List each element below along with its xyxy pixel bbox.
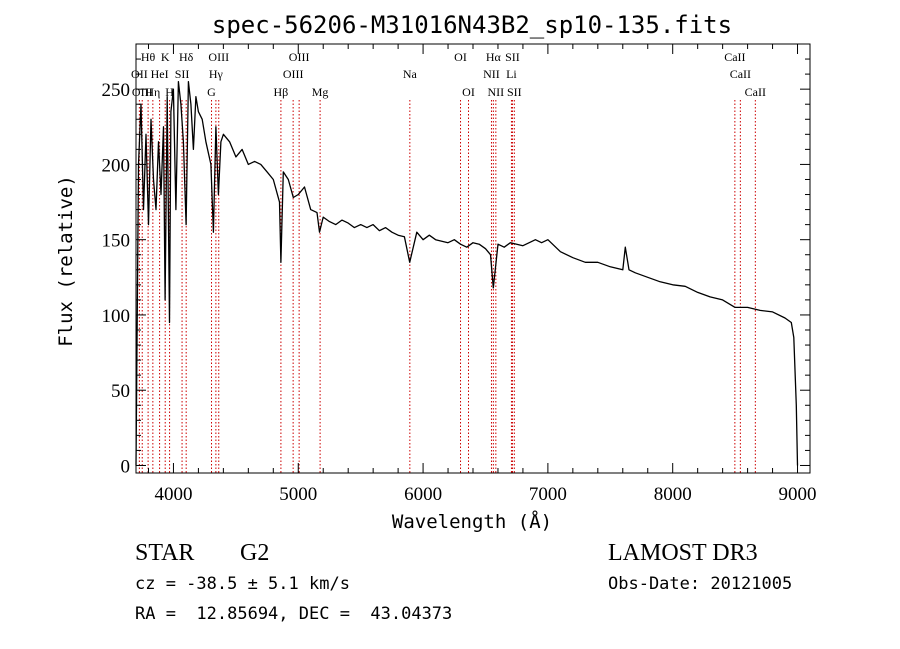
line-marker-group: [138, 100, 756, 473]
x-tick-label: 5000: [279, 484, 317, 505]
spectral-line-label: K: [161, 50, 170, 64]
x-axis-label: Wavelength (Å): [392, 510, 552, 533]
spectral-line-label: OIII: [283, 67, 304, 81]
spectral-line-label: OI: [454, 50, 467, 64]
spectral-line-label: NII: [488, 85, 505, 99]
spectral-line-label: OI: [462, 85, 475, 99]
coordinates: RA = 12.85694, DEC = 43.04373: [135, 604, 452, 624]
y-tick-label: 200: [102, 155, 131, 176]
chart-title: spec-56206-M31016N43B2_sp10-135.fits: [212, 11, 732, 39]
y-tick-label: 0: [121, 456, 131, 477]
spectral-line-label: Hθ: [141, 50, 156, 64]
spectral-line-label: CaII: [724, 50, 745, 64]
spectral-line-label: HeI: [151, 67, 169, 81]
spectral-line-label: G: [207, 85, 216, 99]
y-tick-label: 100: [102, 306, 131, 327]
y-axis-label: Flux (relative): [55, 175, 77, 347]
spectral-line-label: Hδ: [179, 50, 194, 64]
x-tick-label: 8000: [654, 484, 692, 505]
spectral-line-label: OIII: [289, 50, 310, 64]
object-type: STAR: [135, 540, 194, 566]
spectral-line-label: CaII: [745, 85, 766, 99]
subclass: G2: [240, 540, 269, 566]
x-tick-label: 9000: [779, 484, 817, 505]
x-tick-label: 4000: [154, 484, 192, 505]
spectral-line-label: Na: [403, 67, 418, 81]
spectral-line-label: OIII: [132, 85, 153, 99]
spectral-line-label: NII: [483, 67, 500, 81]
spectral-line-label: CaII: [730, 67, 751, 81]
spectral-line-label: SII: [505, 50, 520, 64]
spectral-line-label: Hα: [486, 50, 502, 64]
plot-frame: [135, 43, 811, 474]
spectral-line-label: OIII: [208, 50, 229, 64]
spectral-line-label: Hγ: [209, 67, 224, 81]
y-tick-label: 50: [111, 381, 130, 402]
spectral-line-label: Hβ: [274, 85, 289, 99]
y-tick-label: 250: [102, 80, 131, 101]
spectrum-line: [135, 80, 799, 466]
redshift-cz: cz = -38.5 ± 5.1 km/s: [135, 574, 350, 594]
obs-date: Obs-Date: 20121005: [608, 574, 792, 594]
y-tick-label: 150: [102, 231, 131, 252]
spectral-line-label: H: [165, 85, 174, 99]
y-axis: 0 50 100 150 200 250: [102, 58, 810, 477]
spectral-line-label: Mg: [312, 85, 329, 99]
x-axis: 4000 5000 6000 7000 8000 9000: [147, 44, 817, 505]
spectral-line-label: Li: [506, 67, 517, 81]
x-tick-label: 7000: [529, 484, 567, 505]
spectral-line-label: SII: [175, 67, 190, 81]
spectral-line-label: Hη: [145, 85, 160, 99]
survey-name: LAMOST DR3: [608, 540, 758, 566]
spectral-line-label: SII: [507, 85, 522, 99]
x-tick-label: 6000: [404, 484, 442, 505]
